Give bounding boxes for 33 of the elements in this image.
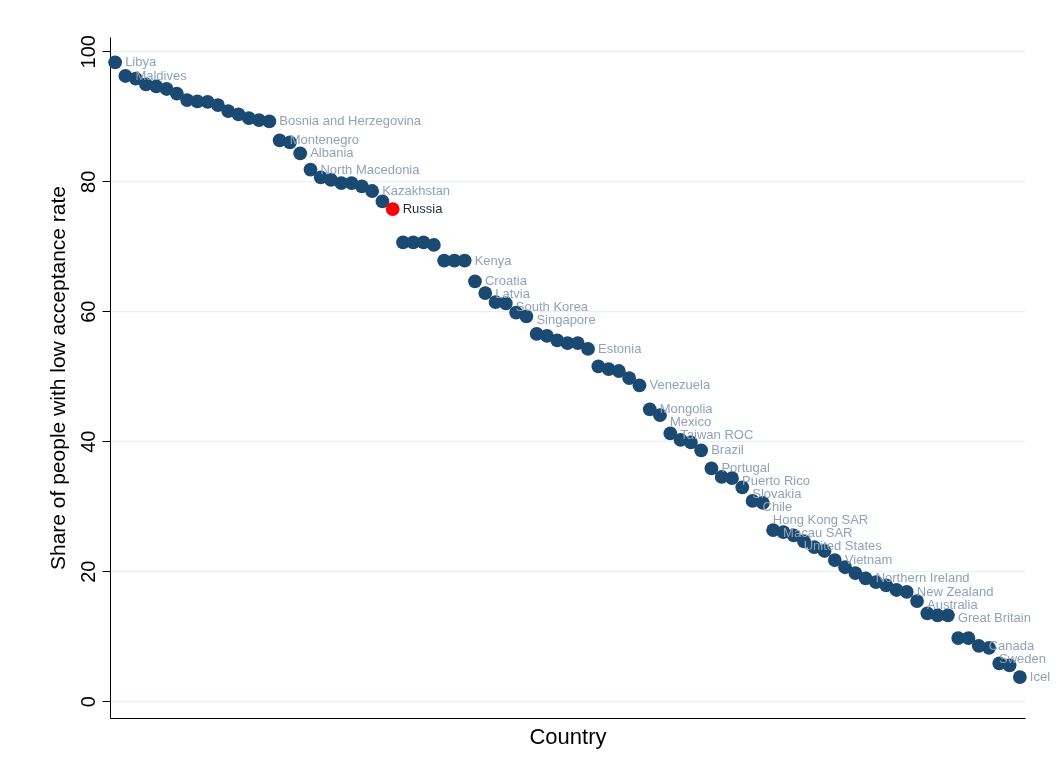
data-label: Croatia bbox=[484, 273, 528, 289]
data-label: Venezuela bbox=[649, 377, 711, 393]
data-label: Icel bbox=[1029, 669, 1051, 685]
data-label: South Korea bbox=[515, 299, 589, 315]
data-label: Mongolia bbox=[659, 401, 714, 417]
data-label: Vietnam bbox=[844, 552, 893, 568]
y-tick-label: 80 bbox=[76, 170, 99, 193]
data-label: Taiwan ROC bbox=[680, 427, 754, 443]
data-label: Slovakia bbox=[752, 486, 803, 502]
data-label: Russia bbox=[402, 201, 444, 217]
data-label: Singapore bbox=[536, 312, 596, 328]
data-label: Sweden bbox=[999, 650, 1046, 666]
data-label: Bosnia and Herzegovina bbox=[279, 113, 422, 129]
data-label: Hong Kong SAR bbox=[772, 512, 869, 528]
data-label: Australia bbox=[927, 596, 979, 612]
y-tick-label: 40 bbox=[76, 430, 99, 453]
y-axis-title: Share of people with low acceptance rate bbox=[45, 185, 69, 571]
y-tick-label: 20 bbox=[76, 560, 99, 583]
y-tick-label: 100 bbox=[76, 35, 99, 69]
data-label: Libya bbox=[125, 54, 157, 70]
y-tick-label: 0 bbox=[76, 696, 99, 708]
data-label: New Zealand bbox=[916, 583, 994, 599]
data-label: Portugal bbox=[721, 460, 770, 476]
data-label: Great Britain bbox=[957, 609, 1031, 625]
data-label: Chile bbox=[762, 499, 793, 515]
data-label: Brazil bbox=[711, 442, 744, 458]
data-label: North Macedonia bbox=[320, 161, 421, 177]
data-label: Estonia bbox=[598, 340, 643, 356]
y-tick-label: 60 bbox=[76, 300, 99, 323]
x-axis-title: Country bbox=[529, 723, 607, 749]
data-label: Latvia bbox=[495, 286, 531, 302]
data-label: Kazakhstan bbox=[382, 183, 451, 198]
data-label: Kenya bbox=[474, 252, 513, 268]
